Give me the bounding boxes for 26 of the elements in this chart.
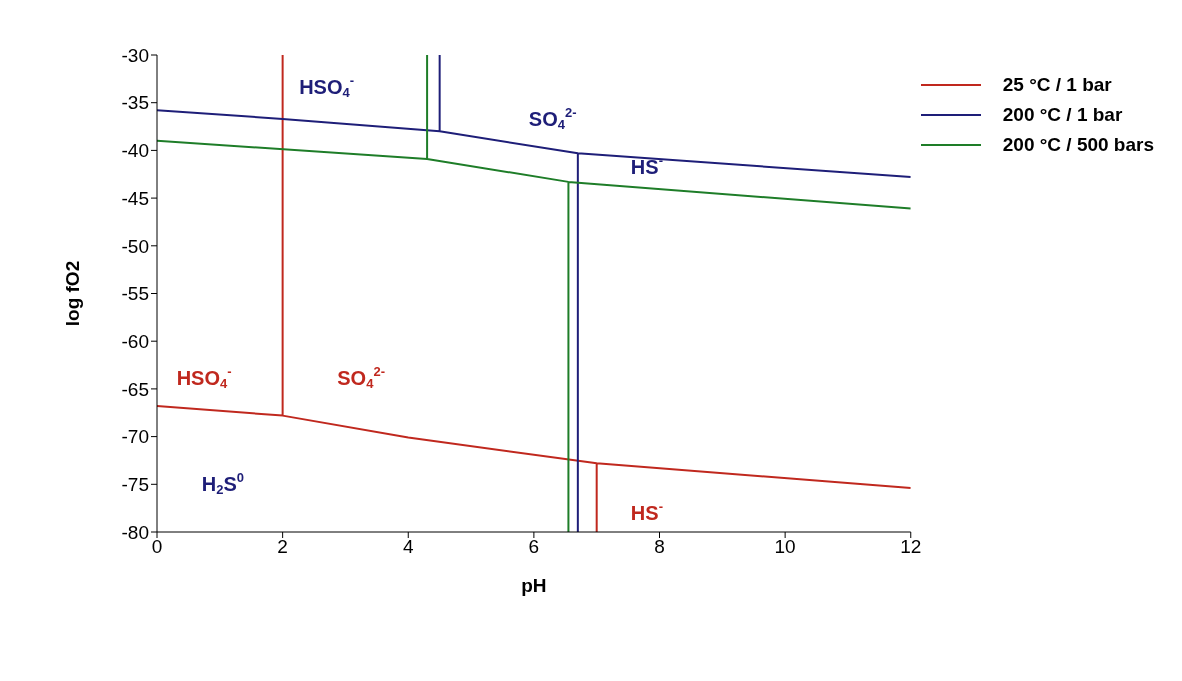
legend-label: 200 °C / 500 bars	[1002, 134, 1154, 156]
y-tick-label: -70	[121, 426, 149, 448]
x-axis-title: pH	[521, 575, 547, 596]
y-tick-label: -45	[121, 187, 149, 209]
x-tick-label: 2	[277, 536, 288, 558]
legend-label: 200 °C / 1 bar	[1002, 104, 1123, 126]
y-tick-label: -50	[121, 235, 149, 257]
annotation: HS$^{-}$	[630, 499, 664, 525]
y-tick-label: -65	[121, 378, 149, 400]
annotation: HS$^{-}$	[630, 153, 664, 179]
y-tick-label: -60	[121, 330, 149, 352]
y-tick-label: -75	[121, 474, 149, 496]
x-tick-label: 8	[654, 536, 665, 558]
legend-label: 25 °C / 1 bar	[1002, 74, 1112, 96]
y-tick-label: -80	[121, 521, 149, 543]
x-tick-label: 6	[528, 536, 540, 558]
y-tick-label: -35	[121, 92, 149, 114]
x-tick-label: 4	[402, 536, 414, 558]
x-tick-label: 0	[151, 536, 163, 558]
y-tick-label: -30	[121, 44, 149, 66]
y-axis-title: log fO2	[61, 260, 83, 327]
x-tick-label: 10	[774, 536, 796, 558]
y-tick-label: -55	[121, 283, 149, 305]
x-tick-label: 12	[900, 536, 922, 558]
annotation: H$_{2}$S$^{0}$	[201, 470, 245, 498]
y-tick-label: -40	[121, 140, 149, 162]
